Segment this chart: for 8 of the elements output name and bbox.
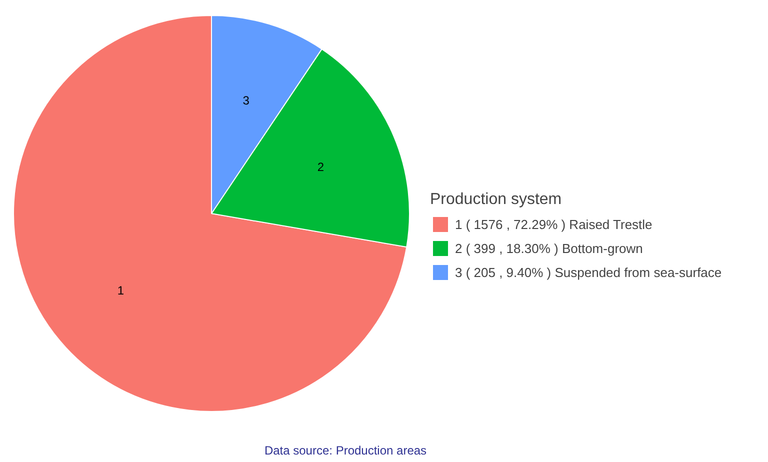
legend-title: Production system <box>430 191 563 209</box>
legend-label: 1 ( 1576 , 72.29% ) Raised Trestle <box>455 216 652 232</box>
text: 1 <box>117 284 124 298</box>
text: 3 <box>242 93 250 108</box>
text: 2 <box>317 160 324 174</box>
legend-label: 2 ( 399 , 18.30% ) Bottom-grown <box>455 240 643 256</box>
source-note: Data source: Production areas <box>264 444 427 458</box>
legend-label: 3 ( 205 , 9.40% ) Suspended from sea-surface <box>455 264 722 280</box>
